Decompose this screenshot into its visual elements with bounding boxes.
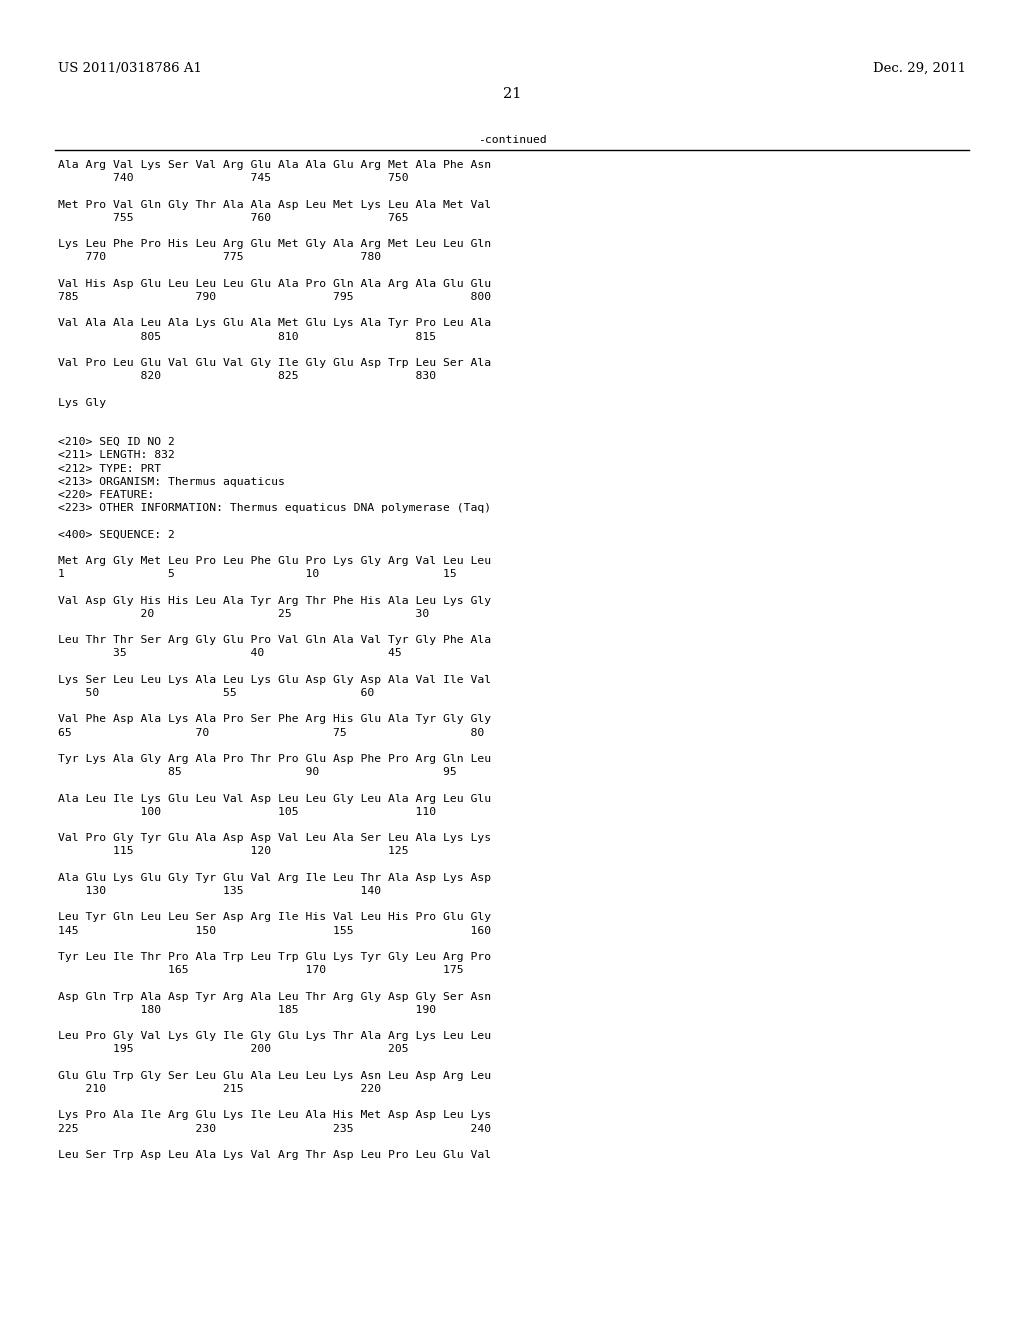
Text: Ala Arg Val Lys Ser Val Arg Glu Ala Ala Glu Arg Met Ala Phe Asn: Ala Arg Val Lys Ser Val Arg Glu Ala Ala …	[58, 160, 492, 170]
Text: 820                 825                 830: 820 825 830	[58, 371, 436, 381]
Text: <400> SEQUENCE: 2: <400> SEQUENCE: 2	[58, 529, 175, 540]
Text: Met Arg Gly Met Leu Pro Leu Phe Glu Pro Lys Gly Arg Val Leu Leu: Met Arg Gly Met Leu Pro Leu Phe Glu Pro …	[58, 556, 492, 566]
Text: Leu Pro Gly Val Lys Gly Ile Gly Glu Lys Thr Ala Arg Lys Leu Leu: Leu Pro Gly Val Lys Gly Ile Gly Glu Lys …	[58, 1031, 492, 1041]
Text: 755                 760                 765: 755 760 765	[58, 213, 409, 223]
Text: Lys Gly: Lys Gly	[58, 397, 106, 408]
Text: Lys Ser Leu Leu Lys Ala Leu Lys Glu Asp Gly Asp Ala Val Ile Val: Lys Ser Leu Leu Lys Ala Leu Lys Glu Asp …	[58, 675, 492, 685]
Text: <212> TYPE: PRT: <212> TYPE: PRT	[58, 463, 161, 474]
Text: 1               5                   10                  15: 1 5 10 15	[58, 569, 457, 579]
Text: 145                 150                 155                 160: 145 150 155 160	[58, 925, 492, 936]
Text: 180                 185                 190: 180 185 190	[58, 1005, 436, 1015]
Text: 770                 775                 780: 770 775 780	[58, 252, 381, 263]
Text: 195                 200                 205: 195 200 205	[58, 1044, 409, 1055]
Text: 785                 790                 795                 800: 785 790 795 800	[58, 292, 492, 302]
Text: 35                  40                  45: 35 40 45	[58, 648, 401, 659]
Text: -continued: -continued	[477, 135, 547, 145]
Text: Tyr Lys Ala Gly Arg Ala Pro Thr Pro Glu Asp Phe Pro Arg Gln Leu: Tyr Lys Ala Gly Arg Ala Pro Thr Pro Glu …	[58, 754, 492, 764]
Text: <210> SEQ ID NO 2: <210> SEQ ID NO 2	[58, 437, 175, 447]
Text: Val His Asp Glu Leu Leu Leu Glu Ala Pro Gln Ala Arg Ala Glu Glu: Val His Asp Glu Leu Leu Leu Glu Ala Pro …	[58, 279, 492, 289]
Text: <220> FEATURE:: <220> FEATURE:	[58, 490, 155, 500]
Text: Tyr Leu Ile Thr Pro Ala Trp Leu Trp Glu Lys Tyr Gly Leu Arg Pro: Tyr Leu Ile Thr Pro Ala Trp Leu Trp Glu …	[58, 952, 492, 962]
Text: Dec. 29, 2011: Dec. 29, 2011	[873, 62, 966, 75]
Text: 65                  70                  75                  80: 65 70 75 80	[58, 727, 484, 738]
Text: <223> OTHER INFORMATION: Thermus equaticus DNA polymerase (Taq): <223> OTHER INFORMATION: Thermus equatic…	[58, 503, 492, 513]
Text: 225                 230                 235                 240: 225 230 235 240	[58, 1123, 492, 1134]
Text: Ala Glu Lys Glu Gly Tyr Glu Val Arg Ile Leu Thr Ala Asp Lys Asp: Ala Glu Lys Glu Gly Tyr Glu Val Arg Ile …	[58, 873, 492, 883]
Text: 805                 810                 815: 805 810 815	[58, 331, 436, 342]
Text: Lys Pro Ala Ile Arg Glu Lys Ile Leu Ala His Met Asp Asp Leu Lys: Lys Pro Ala Ile Arg Glu Lys Ile Leu Ala …	[58, 1110, 492, 1121]
Text: 210                 215                 220: 210 215 220	[58, 1084, 381, 1094]
Text: 20                  25                  30: 20 25 30	[58, 609, 429, 619]
Text: 85                  90                  95: 85 90 95	[58, 767, 457, 777]
Text: Lys Leu Phe Pro His Leu Arg Glu Met Gly Ala Arg Met Leu Leu Gln: Lys Leu Phe Pro His Leu Arg Glu Met Gly …	[58, 239, 492, 249]
Text: 130                 135                 140: 130 135 140	[58, 886, 381, 896]
Text: 50                  55                  60: 50 55 60	[58, 688, 374, 698]
Text: <211> LENGTH: 832: <211> LENGTH: 832	[58, 450, 175, 461]
Text: <213> ORGANISM: Thermus aquaticus: <213> ORGANISM: Thermus aquaticus	[58, 477, 285, 487]
Text: US 2011/0318786 A1: US 2011/0318786 A1	[58, 62, 202, 75]
Text: 21: 21	[503, 87, 521, 102]
Text: Val Asp Gly His His Leu Ala Tyr Arg Thr Phe His Ala Leu Lys Gly: Val Asp Gly His His Leu Ala Tyr Arg Thr …	[58, 595, 492, 606]
Text: 165                 170                 175: 165 170 175	[58, 965, 464, 975]
Text: Val Phe Asp Ala Lys Ala Pro Ser Phe Arg His Glu Ala Tyr Gly Gly: Val Phe Asp Ala Lys Ala Pro Ser Phe Arg …	[58, 714, 492, 725]
Text: Leu Tyr Gln Leu Leu Ser Asp Arg Ile His Val Leu His Pro Glu Gly: Leu Tyr Gln Leu Leu Ser Asp Arg Ile His …	[58, 912, 492, 923]
Text: Glu Glu Trp Gly Ser Leu Glu Ala Leu Leu Lys Asn Leu Asp Arg Leu: Glu Glu Trp Gly Ser Leu Glu Ala Leu Leu …	[58, 1071, 492, 1081]
Text: Val Ala Ala Leu Ala Lys Glu Ala Met Glu Lys Ala Tyr Pro Leu Ala: Val Ala Ala Leu Ala Lys Glu Ala Met Glu …	[58, 318, 492, 329]
Text: 740                 745                 750: 740 745 750	[58, 173, 409, 183]
Text: Val Pro Gly Tyr Glu Ala Asp Asp Val Leu Ala Ser Leu Ala Lys Lys: Val Pro Gly Tyr Glu Ala Asp Asp Val Leu …	[58, 833, 492, 843]
Text: Ala Leu Ile Lys Glu Leu Val Asp Leu Leu Gly Leu Ala Arg Leu Glu: Ala Leu Ile Lys Glu Leu Val Asp Leu Leu …	[58, 793, 492, 804]
Text: 100                 105                 110: 100 105 110	[58, 807, 436, 817]
Text: Leu Ser Trp Asp Leu Ala Lys Val Arg Thr Asp Leu Pro Leu Glu Val: Leu Ser Trp Asp Leu Ala Lys Val Arg Thr …	[58, 1150, 492, 1160]
Text: Leu Thr Thr Ser Arg Gly Glu Pro Val Gln Ala Val Tyr Gly Phe Ala: Leu Thr Thr Ser Arg Gly Glu Pro Val Gln …	[58, 635, 492, 645]
Text: Val Pro Leu Glu Val Glu Val Gly Ile Gly Glu Asp Trp Leu Ser Ala: Val Pro Leu Glu Val Glu Val Gly Ile Gly …	[58, 358, 492, 368]
Text: Asp Gln Trp Ala Asp Tyr Arg Ala Leu Thr Arg Gly Asp Gly Ser Asn: Asp Gln Trp Ala Asp Tyr Arg Ala Leu Thr …	[58, 991, 492, 1002]
Text: Met Pro Val Gln Gly Thr Ala Ala Asp Leu Met Lys Leu Ala Met Val: Met Pro Val Gln Gly Thr Ala Ala Asp Leu …	[58, 199, 492, 210]
Text: 115                 120                 125: 115 120 125	[58, 846, 409, 857]
